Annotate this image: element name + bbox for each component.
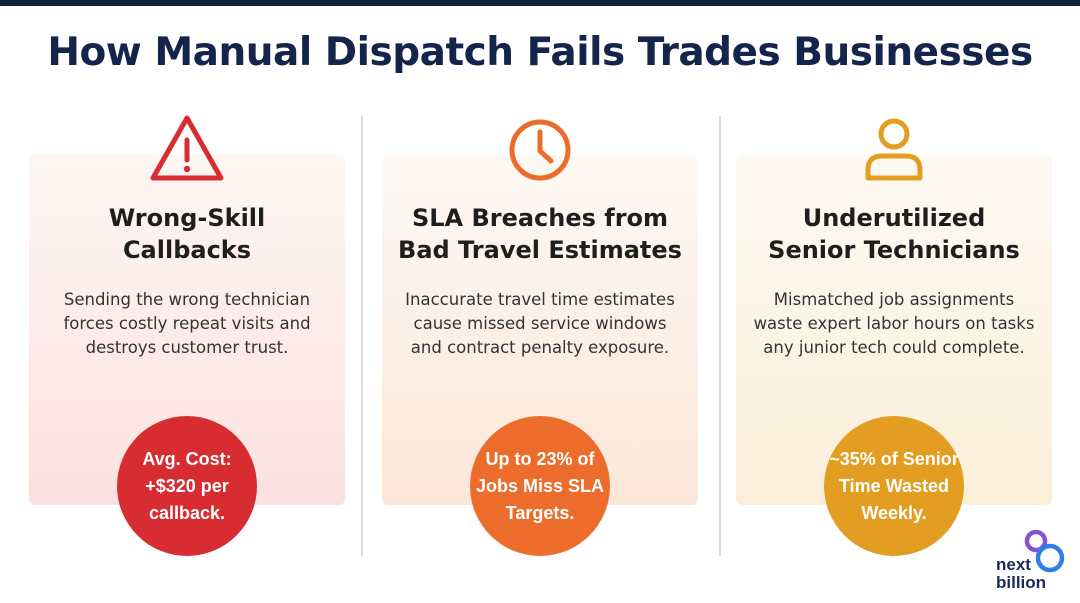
card-description: Mismatched job assignments waste expert … [753,290,1035,357]
card-heading: Underutilized Senior Technicians [768,204,1020,264]
card-description: Sending the wrong technician forces cost… [63,290,311,357]
column-divider [361,116,363,556]
column-underutilized: Underutilized Senior Technicians Mismatc… [736,110,1052,570]
logo-wordmark: next billion [996,555,1047,592]
stat-badge: ~35% of Senior Time Wasted Weekly. [824,416,964,556]
column-divider [719,116,721,556]
logo-mark-icon [1024,529,1065,573]
stat-badge: Avg. Cost: +$320 per callback. [117,416,257,556]
page-title: How Manual Dispatch Fails Trades Busines… [47,30,1033,75]
user-icon [865,118,923,181]
clock-icon [509,119,571,181]
nextbillion-logo: next billion [992,528,1068,596]
stat-badge: Up to 23% of Jobs Miss SLA Targets. [470,416,610,556]
column-wrong-skill: Wrong-Skill Callbacks Sending the wrong … [29,110,345,570]
warning-triangle-icon [150,115,224,181]
top-accent-bar [0,0,1080,6]
card-heading: Wrong-Skill Callbacks [108,204,266,264]
column-sla-breaches: SLA Breaches from Bad Travel Estimates I… [382,110,698,570]
card-heading: SLA Breaches from Bad Travel Estimates [398,204,682,264]
card-description: Inaccurate travel time estimates cause m… [405,290,675,357]
